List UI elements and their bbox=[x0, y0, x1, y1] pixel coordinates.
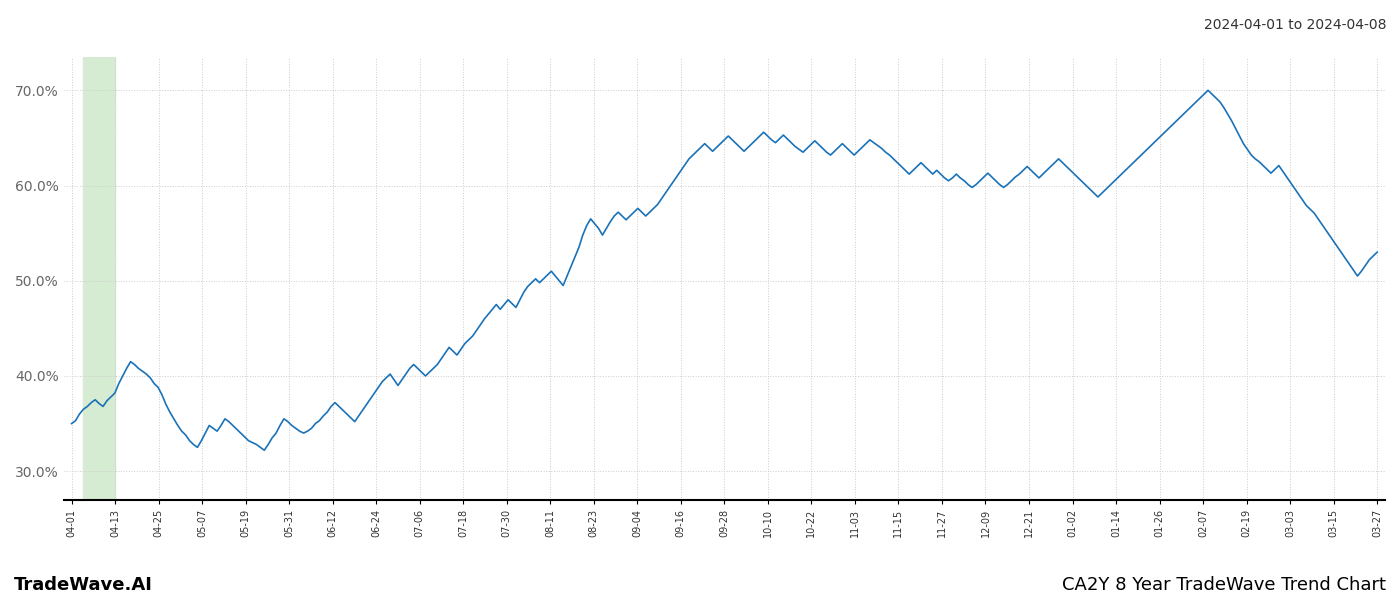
Text: 2024-04-01 to 2024-04-08: 2024-04-01 to 2024-04-08 bbox=[1204, 18, 1386, 32]
Bar bbox=[84, 57, 115, 500]
Text: TradeWave.AI: TradeWave.AI bbox=[14, 576, 153, 594]
Text: CA2Y 8 Year TradeWave Trend Chart: CA2Y 8 Year TradeWave Trend Chart bbox=[1063, 576, 1386, 594]
